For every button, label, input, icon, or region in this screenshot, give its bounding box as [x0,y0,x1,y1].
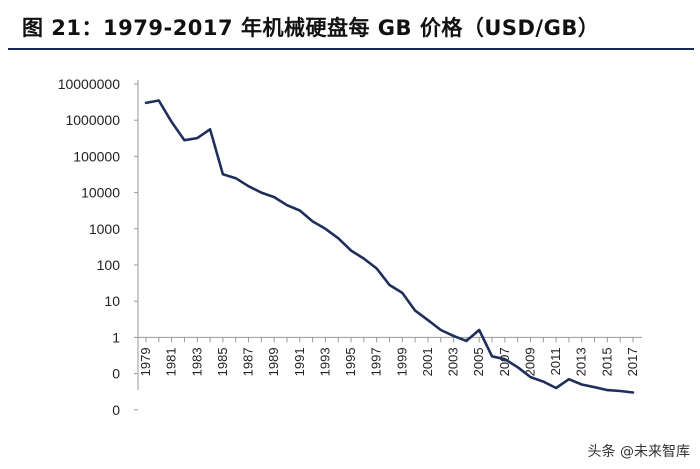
y-tick-label: 10000000 [58,76,121,92]
x-tick-label: 2015 [599,347,614,376]
y-tick-label: 10000 [81,185,120,201]
x-tick-label: 1995 [343,347,358,376]
x-tick-label: 2013 [574,347,589,376]
y-tick-label: 0 [112,402,120,418]
watermark-text: 头条 @未来智库 [587,444,690,460]
figure-title: 图 21：1979-2017 年机械硬盘每 GB 价格（USD/GB） [22,16,600,40]
x-tick-label: 2003 [446,347,461,376]
x-tick-label: 1993 [317,347,332,376]
y-tick-label: 100000 [73,148,120,164]
y-tick-label: 1 [112,329,120,345]
x-tick-label: 1979 [138,347,153,376]
line-chart: 1000000010000001000001000010001001010019… [58,76,642,418]
title-divider [8,48,694,50]
x-tick-label: 1999 [394,347,409,376]
x-tick-label: 2007 [497,347,512,376]
x-tick-label: 1985 [215,347,230,376]
x-tick-label: 1987 [241,347,256,376]
y-tick-label: 1000000 [65,112,120,128]
x-tick-label: 1981 [164,347,179,376]
x-tick-label: 2009 [522,347,537,376]
x-tick-label: 1983 [189,347,204,376]
y-tick-label: 1000 [89,221,120,237]
x-tick-label: 1991 [292,347,307,376]
figure-title-bar: 图 21：1979-2017 年机械硬盘每 GB 价格（USD/GB） [0,0,700,50]
y-tick-label: 0 [112,366,120,382]
series-line [144,99,635,394]
x-tick-label: 2011 [548,347,563,375]
x-tick-label: 1997 [369,347,384,376]
x-tick-label: 2005 [471,347,486,376]
x-tick-label: 1989 [266,347,281,376]
y-tick-label: 100 [97,257,121,273]
y-tick-label: 10 [104,293,120,309]
x-tick-label: 2017 [625,347,640,376]
watermark: 头条 @未来智库 [588,441,690,461]
chart-area: 10000000 1000000 100000 10000 1000 100 10 1 0 0 19… [0,50,700,450]
x-tick-label: 2001 [420,347,435,376]
